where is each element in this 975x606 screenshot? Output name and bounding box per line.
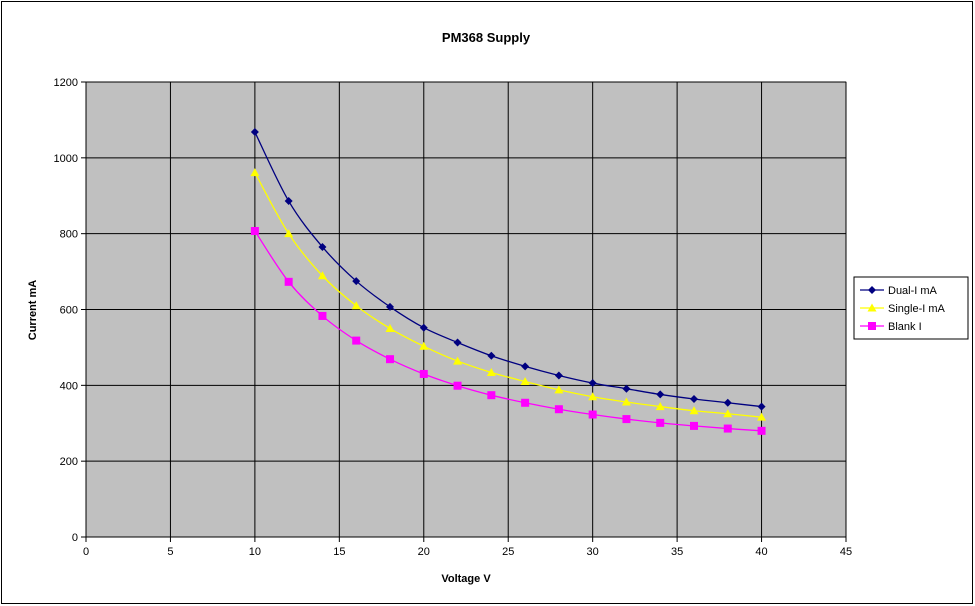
data-point (588, 410, 597, 419)
series-line (254, 172, 762, 418)
data-point (453, 381, 462, 390)
legend-label: Dual-I mA (888, 285, 938, 297)
data-point (723, 424, 732, 433)
x-tick-label: 40 (755, 546, 767, 558)
data-point (284, 229, 294, 238)
legend-marker (867, 303, 877, 312)
data-point (622, 415, 631, 424)
x-tick-label: 30 (587, 546, 599, 558)
data-point (757, 426, 766, 435)
x-tick-label: 15 (333, 546, 345, 558)
data-point (621, 397, 631, 406)
series-line (254, 230, 762, 432)
data-point (690, 394, 698, 403)
data-point (554, 371, 563, 380)
data-point (487, 391, 496, 400)
y-axis-ticks: 0 200 400 600 800 1000 1200 (54, 77, 86, 544)
data-point (318, 311, 327, 320)
data-point (554, 405, 563, 414)
y-tick-label: 1000 (54, 153, 78, 165)
data-point (521, 398, 530, 407)
y-axis-title: Current mA (27, 280, 39, 341)
data-point (250, 168, 260, 177)
data-point (419, 323, 428, 332)
data-point (554, 385, 564, 394)
data-point (250, 128, 259, 137)
data-point (453, 356, 463, 365)
data-point (386, 302, 394, 311)
series-layer (250, 128, 767, 435)
x-tick-label: 35 (671, 546, 683, 558)
data-point (690, 421, 698, 430)
data-point (453, 338, 462, 347)
data-point (655, 402, 665, 411)
chart-title: PM368 Supply (442, 30, 531, 45)
data-point (352, 277, 361, 286)
data-point (486, 367, 496, 376)
data-point (757, 412, 767, 421)
series-2 (250, 168, 767, 421)
data-point (317, 271, 327, 280)
data-point (521, 362, 530, 371)
data-point (689, 406, 699, 415)
data-point (588, 379, 597, 388)
data-point (419, 369, 428, 378)
data-point (318, 242, 327, 251)
series-1 (250, 128, 766, 411)
x-tick-label: 10 (249, 546, 261, 558)
y-tick-label: 1200 (54, 77, 78, 89)
y-tick-label: 400 (60, 380, 78, 392)
data-point (385, 323, 395, 332)
data-point (622, 384, 631, 393)
data-point (588, 392, 598, 401)
data-point (487, 351, 496, 360)
y-tick-label: 0 (72, 532, 78, 544)
x-tick-label: 45 (840, 546, 852, 558)
data-point (284, 197, 293, 206)
legend-label: Single-I mA (888, 303, 946, 315)
data-point (352, 336, 361, 345)
data-point (757, 402, 766, 411)
data-point (656, 390, 665, 399)
x-tick-label: 25 (502, 546, 514, 558)
data-point (284, 277, 293, 286)
legend-marker (868, 286, 876, 294)
x-axis-ticks: 0 5 10 15 20 25 30 35 40 45 (83, 537, 852, 558)
legend: Dual-I mA Single-I mA Blank I (853, 276, 969, 340)
x-tick-label: 20 (418, 546, 430, 558)
data-point (520, 377, 530, 386)
y-tick-label: 200 (60, 456, 78, 468)
data-point (723, 409, 733, 418)
x-axis-title: Voltage V (441, 573, 491, 585)
series-3 (250, 227, 766, 435)
x-tick-label: 5 (167, 546, 173, 558)
legend-label: Blank I (888, 321, 922, 333)
data-point (351, 301, 361, 310)
data-point (386, 355, 394, 364)
data-point (419, 341, 429, 350)
legend-marker (868, 322, 876, 330)
series-line (254, 131, 762, 408)
x-tick-label: 0 (83, 546, 89, 558)
y-tick-label: 800 (60, 229, 78, 241)
data-point (250, 227, 259, 236)
y-tick-label: 600 (60, 305, 78, 317)
data-point (723, 398, 732, 407)
data-point (656, 418, 665, 427)
